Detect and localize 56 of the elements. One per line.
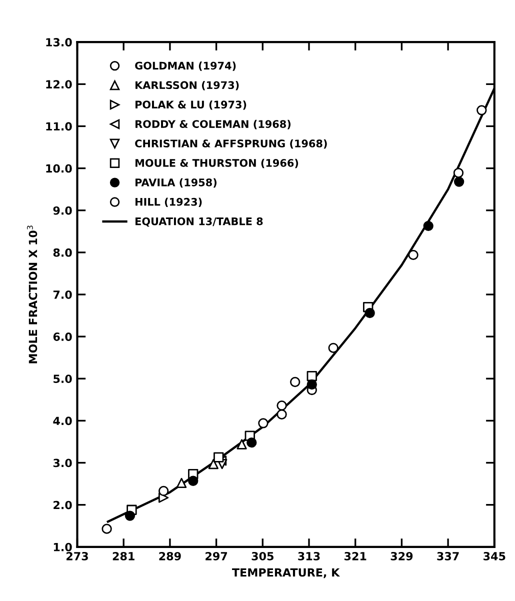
point — [408, 250, 418, 260]
x-axis-title: TEMPERATURE, K — [232, 568, 340, 578]
point — [454, 176, 464, 187]
x-tick-label: 313 — [298, 552, 320, 560]
legend-label: KARLSSON (1973) — [136, 81, 239, 90]
x-tick-label: 321 — [344, 552, 366, 560]
y-tick-label: 9.0 — [53, 206, 72, 215]
legend-label: POLAK & LU (1973) — [136, 100, 246, 110]
legend-label: GOLDMAN (1974) — [135, 62, 236, 71]
y-tick-label: 2.0 — [54, 500, 72, 510]
y-tick-label: 3.0 — [53, 458, 72, 468]
legend-label: CHRISTIAN & AFFSPRUNG (1968) — [135, 139, 327, 149]
point — [423, 220, 434, 231]
legend-label: HILL (1923) — [136, 198, 202, 208]
x-tick-label: 281 — [112, 552, 134, 560]
point — [476, 105, 487, 116]
point — [208, 458, 218, 470]
point — [176, 478, 187, 488]
y-tick-label: 6.0 — [53, 332, 72, 341]
y-tick-label: 7.0 — [53, 290, 72, 299]
y-tick-label: 13.0 — [46, 38, 72, 46]
legend-label: RODDY & COLEMAN (1968) — [136, 120, 290, 130]
y-tick-label: 5.0 — [54, 374, 72, 384]
point — [306, 379, 317, 390]
y-tick-label: 8.0 — [53, 248, 72, 257]
y-tick-label: 12.0 — [46, 80, 72, 89]
point — [276, 409, 287, 420]
x-tick-label: 345 — [484, 552, 506, 560]
point — [290, 376, 300, 388]
x-tick-label: 305 — [252, 552, 274, 560]
x-tick-label: 289 — [159, 552, 181, 560]
point — [306, 371, 317, 382]
x-tick-label: 337 — [437, 552, 459, 560]
point — [102, 524, 112, 534]
point — [214, 452, 224, 462]
y-tick-label: 10.0 — [46, 164, 72, 173]
point — [124, 510, 136, 521]
point — [258, 418, 268, 428]
point — [188, 476, 198, 486]
x-tick-label: 273 — [66, 552, 88, 560]
point — [276, 400, 287, 411]
y-tick-label: 4.0 — [53, 416, 72, 426]
point — [328, 342, 338, 354]
point — [453, 168, 464, 178]
x-tick-label: 329 — [390, 552, 413, 560]
legend-label: EQUATION 13/TABLE 8 — [136, 217, 263, 227]
point — [246, 437, 257, 448]
y-axis-title: MOLE FRACTION X 10$^{3}$ — [27, 226, 38, 364]
point — [158, 486, 169, 496]
point — [364, 308, 375, 318]
y-tick-label: 11.0 — [46, 122, 72, 131]
legend-label: PAVILA (1958) — [136, 178, 216, 188]
point — [236, 439, 247, 450]
y-tick-label: 1.0 — [54, 542, 72, 552]
x-tick-label: 297 — [206, 552, 228, 560]
legend-label: MOULE & THURSTON (1966) — [136, 158, 298, 168]
